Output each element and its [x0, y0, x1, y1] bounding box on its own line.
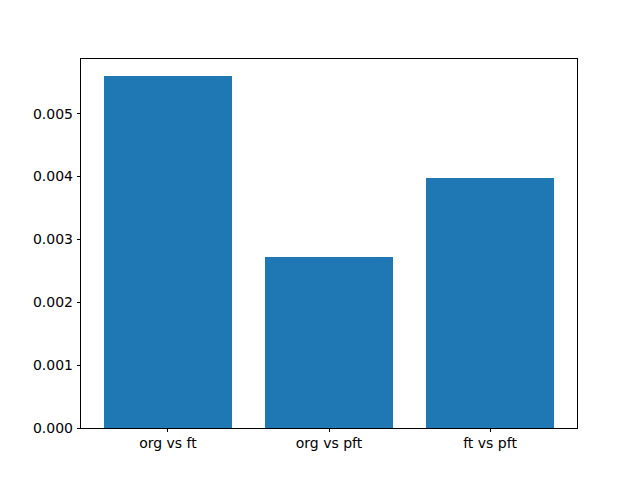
bar-org-vs-ft	[104, 76, 233, 428]
x-axis-tick-label: org vs pft	[296, 436, 363, 450]
bar-chart-figure: org vs ft org vs pft ft vs pft 0.000 0.001 0.…	[0, 0, 640, 480]
y-axis-tick-label: 0.002	[33, 295, 73, 309]
y-axis-tick-label: 0.001	[33, 358, 73, 372]
y-axis-tick	[77, 302, 81, 303]
y-axis-tick	[77, 176, 81, 177]
y-axis-tick	[77, 365, 81, 366]
y-axis-tick	[77, 239, 81, 240]
y-axis-tick	[77, 113, 81, 114]
y-axis-tick-label: 0.004	[33, 169, 73, 183]
x-axis-tick-label: org vs ft	[139, 436, 197, 450]
y-axis-tick-label: 0.003	[33, 232, 73, 246]
x-axis-tick	[329, 428, 330, 432]
plot-area: org vs ftorg vs pftft vs pft0.0000.0010.…	[80, 58, 578, 429]
bar-org-vs-pft	[265, 257, 394, 428]
x-axis-tick-label: ft vs pft	[463, 436, 517, 450]
y-axis-tick-label: 0.000	[33, 421, 73, 435]
y-axis-tick	[77, 428, 81, 429]
bar-ft-vs-pft	[426, 178, 555, 428]
x-axis-tick	[167, 428, 168, 432]
x-axis-tick	[490, 428, 491, 432]
y-axis-tick-label: 0.005	[33, 107, 73, 121]
